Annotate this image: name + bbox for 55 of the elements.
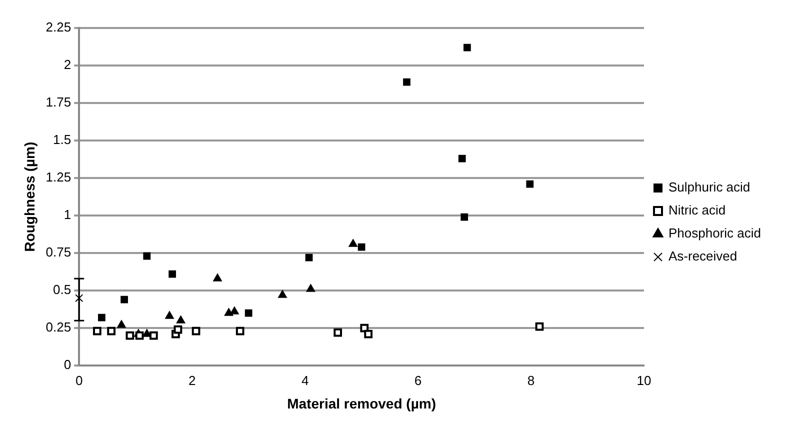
point bbox=[192, 326, 200, 336]
point bbox=[460, 213, 468, 221]
y-tick-label: 0.25 bbox=[46, 320, 72, 335]
x-tick-label: 10 bbox=[636, 372, 652, 388]
point bbox=[458, 154, 466, 162]
point bbox=[358, 243, 366, 251]
x-tick-label: 6 bbox=[414, 372, 422, 388]
point bbox=[306, 284, 316, 292]
y-tick-label: 2.25 bbox=[46, 20, 72, 35]
x-tick-label: 2 bbox=[188, 372, 196, 388]
point bbox=[305, 254, 313, 262]
y-tick-label: 1 bbox=[64, 207, 72, 222]
point bbox=[403, 78, 410, 86]
point bbox=[334, 328, 342, 337]
point bbox=[120, 296, 128, 304]
point bbox=[126, 331, 134, 340]
point bbox=[244, 309, 252, 317]
x-tick-label: 8 bbox=[527, 372, 535, 388]
point bbox=[236, 326, 244, 336]
y-axis-title: Roughness (µm) bbox=[21, 142, 38, 252]
point bbox=[526, 180, 534, 188]
y-tick-label: 0.5 bbox=[53, 282, 72, 298]
point bbox=[149, 331, 158, 340]
point bbox=[143, 252, 151, 260]
point bbox=[230, 306, 239, 314]
point bbox=[278, 290, 287, 298]
y-tick-label: 2 bbox=[64, 57, 72, 72]
y-tick-label: 1.25 bbox=[46, 170, 72, 185]
point bbox=[168, 270, 176, 278]
x-tick-label: 4 bbox=[301, 372, 309, 388]
y-tick-label: 1.75 bbox=[46, 94, 72, 110]
point bbox=[464, 44, 471, 52]
point bbox=[360, 324, 369, 332]
point bbox=[135, 331, 144, 340]
point bbox=[176, 316, 186, 324]
legend-label: Phosphoric acid bbox=[668, 226, 761, 241]
legend-label: As-received bbox=[668, 248, 738, 264]
x-axis-title: Material removed (µm) bbox=[287, 395, 436, 412]
point bbox=[174, 325, 182, 334]
point bbox=[107, 326, 116, 336]
legend-label: Sulphuric acid bbox=[668, 180, 750, 195]
x-tick-label: 0 bbox=[75, 372, 83, 388]
y-tick-label: 0.75 bbox=[46, 244, 72, 260]
y-tick-label: 0 bbox=[64, 357, 72, 372]
point bbox=[98, 314, 106, 322]
point bbox=[117, 320, 126, 328]
point bbox=[348, 239, 358, 247]
point bbox=[364, 330, 373, 338]
point bbox=[213, 274, 222, 282]
y-tick-label: 1.5 bbox=[53, 132, 72, 148]
point bbox=[75, 294, 84, 302]
point bbox=[92, 326, 102, 336]
legend-label: Nitric acid bbox=[668, 202, 726, 218]
point bbox=[535, 322, 544, 331]
point bbox=[165, 311, 174, 319]
